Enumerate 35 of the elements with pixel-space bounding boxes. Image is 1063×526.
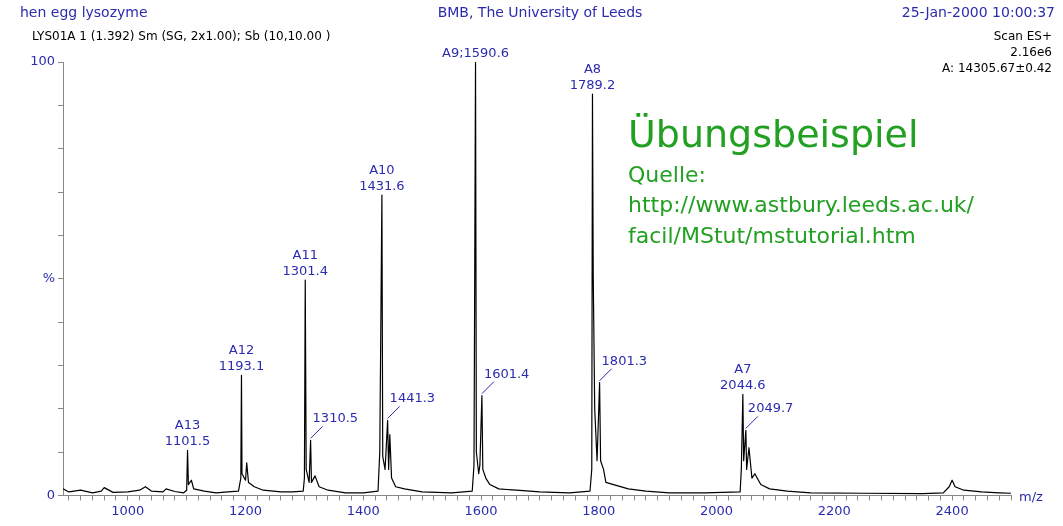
chart-subtitle: LYS01A 1 (1.392) Sm (SG, 2x1.00); Sb (10,10.00 ) bbox=[32, 29, 331, 43]
annotation: A12 1193.1 bbox=[218, 342, 265, 374]
x-tick-label: 2000 bbox=[700, 502, 734, 518]
annotation: Übungsbeispiel bbox=[628, 112, 919, 156]
annotation: 1310.5 bbox=[312, 410, 359, 426]
chart-title: hen egg lysozyme bbox=[20, 4, 148, 20]
annotation: A10 1431.6 bbox=[359, 162, 405, 194]
x-tick-label: 1400 bbox=[346, 502, 380, 518]
annotation: A13 1101.5 bbox=[164, 417, 211, 449]
text: BMB, The University of Leeds bbox=[437, 4, 643, 20]
annotation: http://www.astbury.leeds.ac.uk/ bbox=[628, 192, 975, 217]
annotation: A11 1301.4 bbox=[282, 247, 328, 278]
annotation: Quelle: bbox=[628, 162, 706, 187]
annotation: 1601.4 bbox=[483, 365, 530, 381]
y-tick-label: % bbox=[42, 270, 55, 286]
text: 2.16e6 bbox=[1010, 45, 1052, 59]
x-tick-label: 2200 bbox=[817, 502, 851, 518]
annotation: facil/MStut/mstutorial.htm bbox=[628, 223, 916, 248]
y-tick-label: 100 bbox=[30, 53, 55, 69]
annotation: 1441.3 bbox=[389, 390, 436, 406]
x-tick-label: 1800 bbox=[582, 502, 616, 518]
x-tick-label: 1600 bbox=[464, 502, 498, 518]
annotation: 2049.7 bbox=[747, 400, 794, 416]
annotation: A8 1789.2 bbox=[569, 61, 616, 93]
annotation: A7 2044.6 bbox=[720, 361, 766, 393]
annotation: A9;1590.6 bbox=[442, 45, 510, 60]
x-axis-title: m/z bbox=[1019, 489, 1044, 505]
annotation: 1801.3 bbox=[601, 352, 648, 368]
x-tick-label: 1200 bbox=[228, 502, 263, 518]
text: Scan ES+ bbox=[993, 29, 1052, 43]
x-tick-label: 2400 bbox=[935, 502, 969, 518]
text: 25-Jan-2000 10:00:37 bbox=[901, 4, 1055, 20]
y-tick-label: 0 bbox=[46, 486, 55, 502]
x-tick-label: 1000 bbox=[111, 502, 145, 518]
annotation: A: 14305.67±0.42 bbox=[942, 61, 1052, 75]
